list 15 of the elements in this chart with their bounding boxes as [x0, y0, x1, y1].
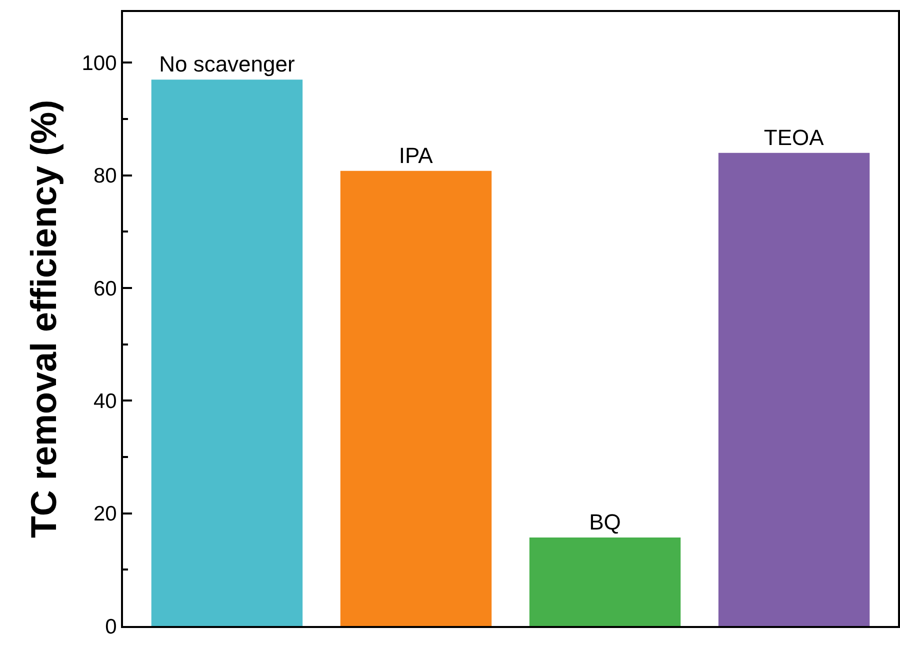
bar: [718, 152, 870, 626]
bar: [340, 170, 492, 626]
x-tick-label: TEOA: [764, 124, 824, 150]
x-tick-label: No scavenger: [159, 52, 295, 77]
y-tick-label: 40: [93, 390, 117, 414]
y-axis-title: TC removal efficiency (%): [23, 100, 64, 538]
bar: [151, 80, 303, 626]
y-tick-label: 80: [93, 164, 117, 188]
x-tick-label: BQ: [589, 510, 621, 535]
bar: [529, 538, 681, 626]
y-tick-label: 60: [93, 277, 117, 300]
y-tick-label: 100: [82, 52, 117, 76]
x-tick-label: IPA: [398, 142, 434, 168]
y-tick-label: 0: [105, 615, 117, 638]
y-tick-label: 20: [93, 502, 117, 526]
